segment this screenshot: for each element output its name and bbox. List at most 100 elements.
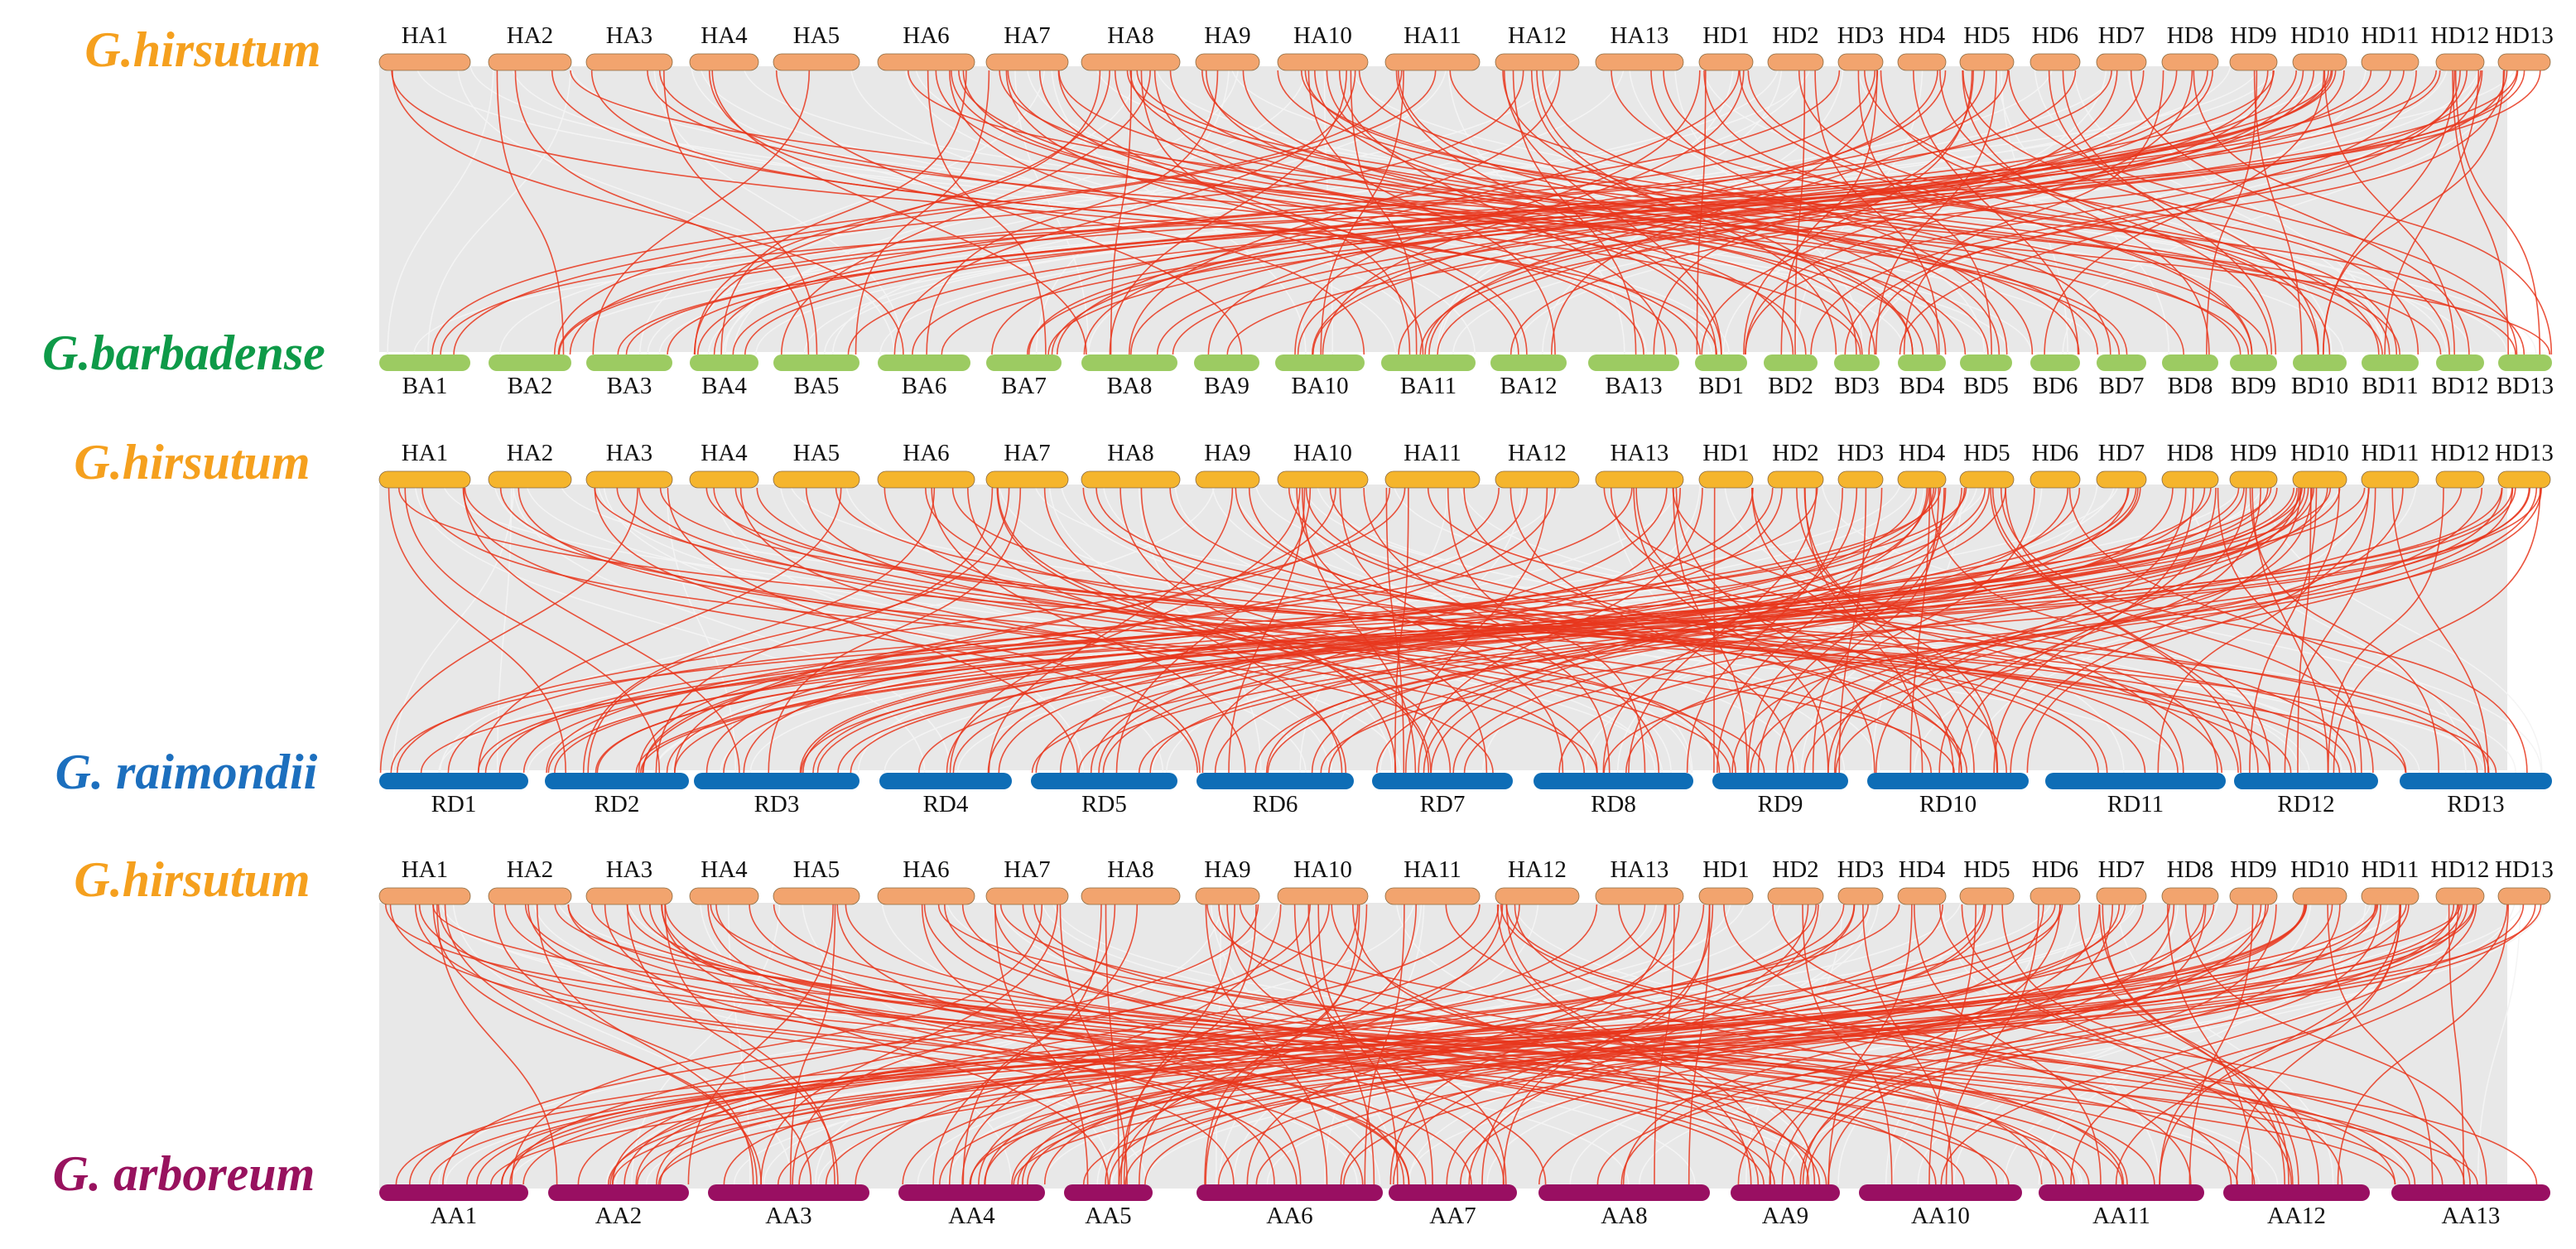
collinear-strand-p2-0 [998,479,1718,774]
chromosome-label-HD4-p1: HD4 [1899,22,1946,49]
gene-pair-link-p2-37 [1673,487,1748,774]
collinear-strand-p1-30 [387,61,494,355]
gene-pair-link-p3-57 [389,904,1364,1185]
gene-pair-link-p2-82 [2251,487,2329,774]
chromosome-HA5-p1 [773,53,860,71]
chromosome-HA4-p1 [689,53,759,71]
chromosome-HA1-p2 [378,470,471,489]
chromosome-label-RD3: RD3 [754,791,800,817]
gene-pair-link-p2-56 [388,487,566,774]
chromosome-RD13 [2400,773,2552,789]
chromosome-HD2-p2 [1767,470,1824,489]
chromosome-label-HD10-p1: HD10 [2290,22,2349,49]
chromosome-label-HA5-p2: HA5 [793,440,840,466]
chromosome-label-BA3: BA3 [607,373,652,399]
gene-pair-link-p3-95 [442,904,1330,1185]
gene-pair-link-p2-95 [674,487,1336,774]
chromosome-HD5-p1 [1959,53,2015,71]
collinear-strand-p2-33 [2188,479,2467,774]
gene-pair-link-p2-27 [2000,487,2528,774]
gene-pair-link-p3-30 [1352,904,1816,1185]
chromosome-label-HD1-p1: HD1 [1702,22,1749,49]
collinear-strand-p1-56 [2073,61,2383,355]
chromosome-label-HA3-p2: HA3 [606,440,652,466]
chromosome-label-BD2: BD2 [1768,373,1813,399]
gene-pair-link-p3-135 [444,904,762,1185]
chromosome-label-BD10: BD10 [2291,373,2348,399]
gene-pair-link-p3-96 [1204,904,1360,1185]
collinear-strand-p3-11 [631,895,781,1185]
chromosome-label-HA1-p2: HA1 [402,440,448,466]
chromosome-AA9 [1731,1184,1840,1201]
gene-pair-link-p1-92 [1903,70,2164,355]
chromosome-HD4-p2 [1897,470,1947,489]
gene-pair-link-p2-63 [477,487,1967,774]
chromosome-label-HD12-p1: HD12 [2431,22,2490,49]
chromosome-HD4-p1 [1897,53,1947,71]
gene-pair-link-p2-162 [1628,487,1818,774]
gene-pair-link-p3-144 [1769,904,2114,1185]
chromosome-label-RD13: RD13 [2447,791,2504,817]
gene-pair-link-p2-126 [1301,487,1417,774]
chromosome-HA8-p3 [1081,887,1181,905]
gene-pair-link-p2-136 [1603,487,2222,774]
chromosome-BA6 [878,354,970,371]
gene-pair-link-p1-125 [855,70,990,355]
gene-pair-link-p2-58 [1713,487,1716,774]
gene-pair-link-p3-104 [999,904,2238,1185]
gene-pair-link-p1-89 [1663,70,2398,355]
collinear-strand-p2-31 [749,479,1987,774]
chromosome-label-HD1-p3: HD1 [1702,856,1749,883]
collinear-strand-p3-39 [2004,895,2452,1185]
chromosome-HA3-p1 [585,53,673,71]
chromosome-label-AA7: AA7 [1429,1203,1476,1229]
chromosome-BA9 [1194,354,1259,371]
gene-pair-link-p3-12 [1538,904,2455,1185]
gene-pair-link-p1-41 [1857,70,1992,355]
gene-pair-link-p3-89 [664,904,835,1185]
chromosome-HA1-p1 [378,53,471,71]
chromosome-label-HA1-p3: HA1 [402,856,448,883]
gene-pair-link-p2-97 [379,487,638,774]
gene-pair-link-p3-67 [1505,904,2465,1185]
gene-pair-link-p3-15 [1239,904,2538,1185]
gene-pair-link-p1-113 [392,70,904,355]
gene-pair-link-p3-139 [789,904,836,1185]
gene-pair-link-p2-155 [595,487,2278,774]
gene-pair-link-p2-108 [462,487,1198,774]
chromosome-HA8-p1 [1081,53,1181,71]
gene-pair-link-p2-166 [931,487,1246,774]
gene-pair-link-p2-137 [659,487,2497,774]
chromosome-HD7-p3 [2096,887,2147,905]
gene-pair-link-p3-94 [1938,904,2292,1185]
chromosome-AA3 [708,1184,869,1201]
chromosome-label-HA3-p3: HA3 [606,856,652,883]
gene-pair-link-p3-151 [429,904,1900,1185]
gene-pair-link-p1-145 [708,70,1365,355]
chromosome-HA11-p2 [1384,470,1481,489]
gene-pair-link-p1-144 [1007,70,1967,355]
gene-pair-link-p2-152 [1031,487,2240,774]
collinear-strand-p3-59 [699,895,1013,1185]
collinear-strand-p3-12 [503,895,1147,1185]
gene-pair-link-p3-88 [635,904,1666,1185]
chromosome-label-HD10-p2: HD10 [2290,440,2349,466]
chromosome-label-HD8-p1: HD8 [2167,22,2213,49]
chromosome-label-HA8-p1: HA8 [1107,22,1153,49]
collinear-strand-p3-31 [814,895,1223,1185]
gene-pair-link-p2-154 [884,487,1598,774]
gene-pair-link-p2-143 [1329,487,2146,774]
chromosome-AA7 [1389,1184,1517,1201]
gene-pair-link-p2-81 [2157,487,2340,774]
species-label-hirsutum-3: G.hirsutum [74,852,310,907]
chromosome-label-HD4-p3: HD4 [1899,856,1946,883]
gene-pair-link-p1-3 [1962,70,2450,355]
gene-pair-link-p2-80 [1835,487,2538,774]
gene-pair-link-p1-77 [1962,70,2210,355]
gene-pair-link-p3-51 [437,904,1410,1185]
chromosome-HD10-p3 [2292,887,2347,905]
chromosome-label-HA13-p3: HA13 [1611,856,1669,883]
gene-pair-link-p3-170 [937,904,2410,1185]
gene-pair-link-p1-135 [663,70,818,355]
gene-pair-link-p1-106 [1701,70,2118,355]
